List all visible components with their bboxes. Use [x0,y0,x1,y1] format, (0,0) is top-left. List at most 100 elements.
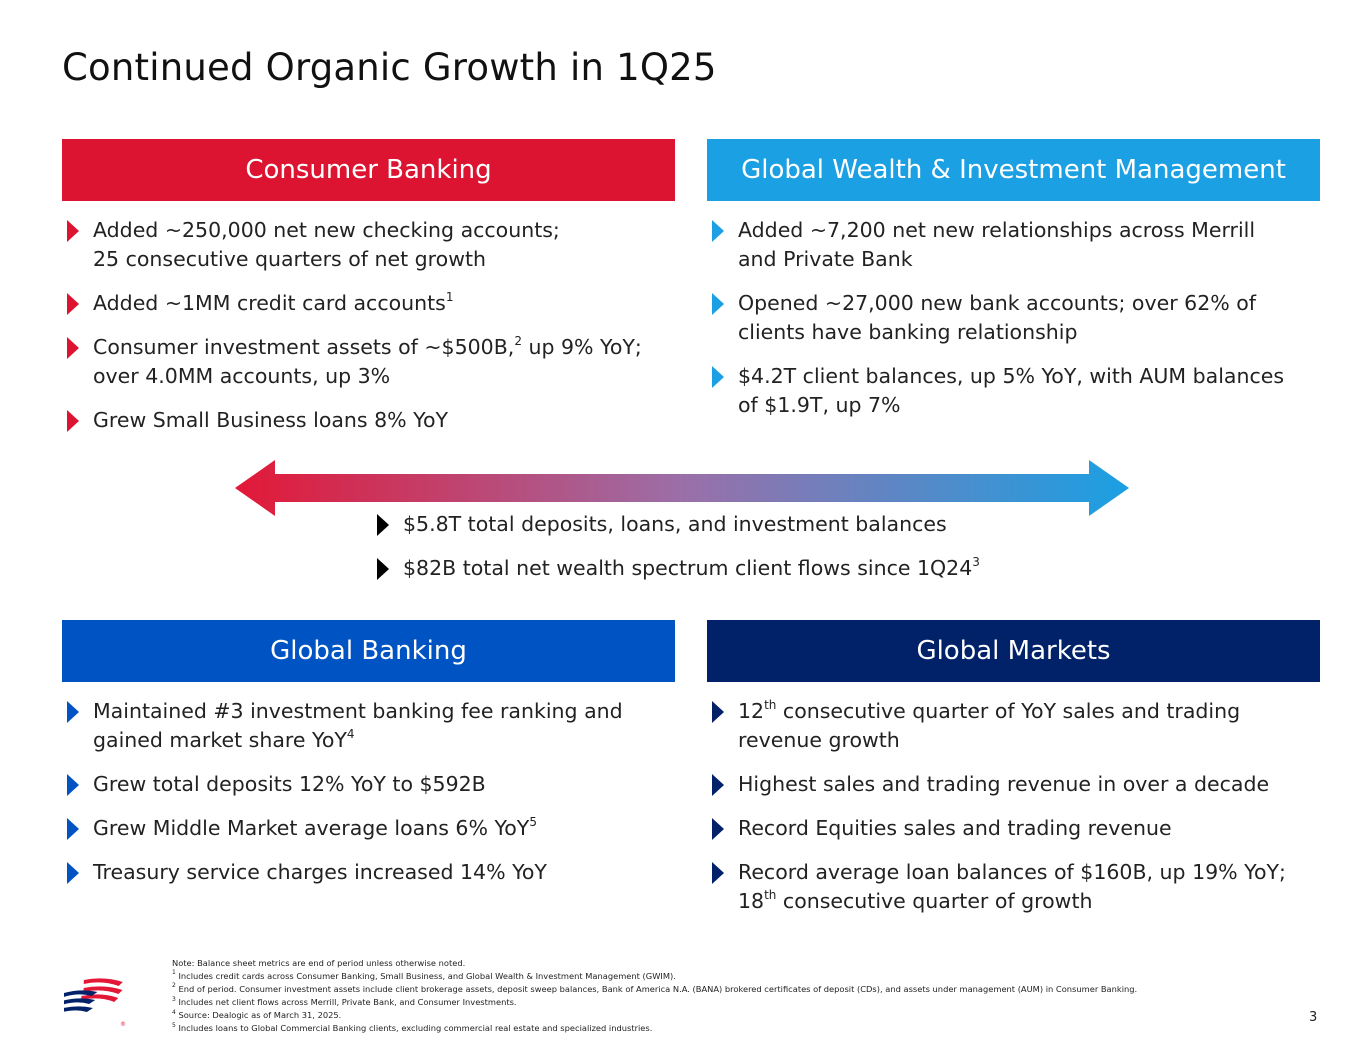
list-item: Treasury service charges increased 14% Y… [62,858,623,887]
global-banking-header-label: Global Banking [270,636,467,666]
list-item: 12th consecutive quarter of YoY sales an… [707,697,1286,755]
bullet-triangle-icon [712,220,724,242]
bullet-triangle-icon [712,818,724,840]
list-item: Added ~7,200 net new relationships acros… [707,216,1284,274]
bullet-ordinal: 18 [738,889,765,913]
gwim-bullets: Added ~7,200 net new relationships acros… [707,216,1284,435]
bullet-text-line2: gained market share YoY [93,728,347,752]
bullet-ordinal: 12 [738,699,765,723]
bullet-text: Record average loan balances of $160B, u… [738,860,1286,884]
list-item: Added ~1MM credit card accounts1 [62,289,642,318]
bullet-text: $5.8T total deposits, loans, and investm… [403,512,947,536]
footnotes: Note: Balance sheet metrics are end of p… [172,957,1137,1036]
ordinal-suffix: th [764,888,777,903]
consumer-banking-header-label: Consumer Banking [245,155,492,185]
footnote-number: 1 [172,969,176,977]
bullet-text: Opened ~27,000 new bank accounts; over 6… [738,291,1257,315]
gwim-header-label: Global Wealth & Investment Management [741,155,1286,185]
bank-of-america-logo-icon: ® [64,978,126,1028]
bullet-text-after: up 9% YoY; [521,335,642,359]
bullet-text: Maintained #3 investment banking fee ran… [93,699,623,723]
bullet-triangle-icon [67,220,79,242]
ordinal-suffix: th [764,698,777,713]
bullet-triangle-icon [67,818,79,840]
double-arrow-icon [235,460,1129,516]
global-markets-bullets: 12th consecutive quarter of YoY sales an… [707,697,1286,931]
footnote: 3 Includes net client flows across Merri… [172,996,1137,1009]
footnote-text: Includes net client flows across Merrill… [175,997,517,1008]
bullet-text: Grew Middle Market average loans 6% YoY [93,816,530,840]
bullet-text: Record Equities sales and trading revenu… [738,816,1172,840]
footnote-text: Note: Balance sheet metrics are end of p… [172,958,466,968]
bullet-text: $82B total net wealth spectrum client fl… [403,556,973,580]
footnote-ref: 1 [445,290,454,305]
bullet-triangle-icon [377,558,389,580]
list-item: Grew total deposits 12% YoY to $592B [62,770,623,799]
bullet-text-line2: 25 consecutive quarters of net growth [93,247,486,271]
footnote: 2 End of period. Consumer investment ass… [172,983,1137,996]
bullet-text-line2: clients have banking relationship [738,320,1078,344]
list-item: Highest sales and trading revenue in ove… [707,770,1286,799]
footnote-number: 5 [172,1021,176,1029]
page-number: 3 [1309,1010,1318,1025]
consumer-banking-bullets: Added ~250,000 net new checking accounts… [62,216,642,450]
bullet-text: Highest sales and trading revenue in ove… [738,772,1270,796]
page-title: Continued Organic Growth in 1Q25 [62,46,717,89]
bullet-triangle-icon [712,366,724,388]
bullet-triangle-icon [712,862,724,884]
list-item: Record average loan balances of $160B, u… [707,858,1286,916]
footnote-ref: 2 [514,334,522,349]
bullet-triangle-icon [67,337,79,359]
bullet-triangle-icon [712,774,724,796]
bullet-text: $4.2T client balances, up 5% YoY, with A… [738,364,1285,388]
bullet-triangle-icon [67,293,79,315]
footnote-text: Source: Dealogic as of March 31, 2025. [175,1010,342,1021]
footnote-ref: 4 [346,727,355,742]
footnote-text: End of period. Consumer investment asset… [175,984,1138,995]
bullet-text: Added ~1MM credit card accounts [93,291,446,315]
footnote-number: 4 [172,1008,176,1016]
bullet-text: Added ~250,000 net new checking accounts… [93,218,560,242]
footnote-ref: 5 [529,815,537,830]
footnote-number: 2 [172,982,176,990]
bullet-text: consecutive quarter of YoY sales and tra… [776,699,1241,723]
list-item: Record Equities sales and trading revenu… [707,814,1286,843]
list-item: $82B total net wealth spectrum client fl… [372,554,980,583]
list-item: Added ~250,000 net new checking accounts… [62,216,642,274]
global-markets-header-label: Global Markets [916,636,1111,666]
bullet-triangle-icon [67,774,79,796]
list-item: Grew Middle Market average loans 6% YoY5 [62,814,623,843]
bullet-triangle-icon [67,701,79,723]
bullet-triangle-icon [67,862,79,884]
bullet-text: Grew Small Business loans 8% YoY [93,408,449,432]
footnote-text: Includes loans to Global Commercial Bank… [175,1023,653,1034]
bullet-text: Treasury service charges increased 14% Y… [93,860,547,884]
bullet-triangle-icon [67,410,79,432]
bullet-triangle-icon [712,293,724,315]
bullet-text: Consumer investment assets of ~$500B, [93,335,515,359]
bullet-text-line2: consecutive quarter of growth [776,889,1093,913]
global-markets-header: Global Markets [707,620,1320,682]
list-item: Grew Small Business loans 8% YoY [62,406,642,435]
bullet-text-line2: and Private Bank [738,247,913,271]
footnote: Note: Balance sheet metrics are end of p… [172,957,1137,970]
list-item: Maintained #3 investment banking fee ran… [62,697,623,755]
total-balances-bullets: $5.8T total deposits, loans, and investm… [372,510,980,598]
footnote: 4 Source: Dealogic as of March 31, 2025. [172,1009,1137,1022]
bullet-triangle-icon [377,514,389,536]
footnote-number: 3 [172,995,176,1003]
bullet-text: Added ~7,200 net new relationships acros… [738,218,1256,242]
list-item: $5.8T total deposits, loans, and investm… [372,510,980,539]
list-item: $4.2T client balances, up 5% YoY, with A… [707,362,1284,420]
bullet-text-line2: over 4.0MM accounts, up 3% [93,364,391,388]
footnote: 1 Includes credit cards across Consumer … [172,970,1137,983]
global-banking-header: Global Banking [62,620,675,682]
list-item: Opened ~27,000 new bank accounts; over 6… [707,289,1284,347]
bullet-text-line2: revenue growth [738,728,900,752]
footnote: 5 Includes loans to Global Commercial Ba… [172,1022,1137,1035]
list-item: Consumer investment assets of ~$500B,2 u… [62,333,642,391]
bullet-text-line2: of $1.9T, up 7% [738,393,901,417]
bullet-triangle-icon [712,701,724,723]
consumer-banking-header: Consumer Banking [62,139,675,201]
svg-text:®: ® [120,1021,126,1028]
